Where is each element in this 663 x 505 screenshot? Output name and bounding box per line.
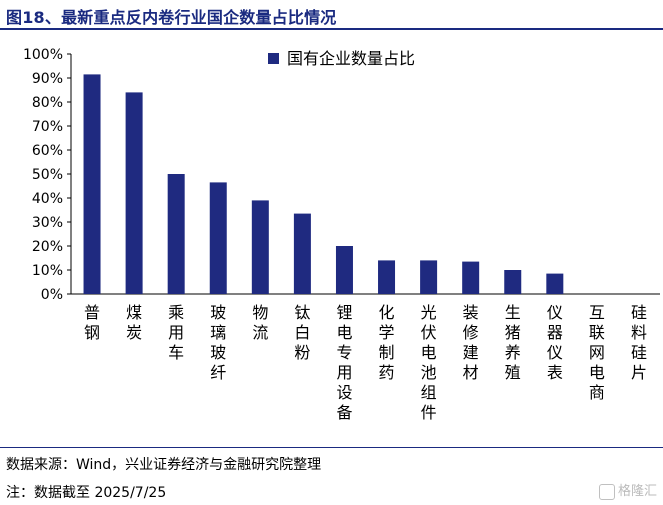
y-tick-label: 70% [32, 119, 63, 135]
x-category-label: 化学制药 [379, 303, 395, 382]
y-tick-label: 100% [23, 47, 63, 63]
y-tick-label: 10% [32, 263, 63, 279]
watermark: 格隆汇 [599, 480, 657, 500]
title-divider [0, 28, 663, 30]
legend-swatch [268, 53, 279, 64]
bar [168, 174, 185, 294]
y-tick-label: 20% [32, 239, 63, 255]
x-category-label: 钛白粉 [294, 303, 310, 362]
x-category-label: 生猪养殖 [505, 303, 521, 382]
legend-label: 国有企业数量占比 [287, 49, 415, 68]
watermark-logo-icon [599, 484, 615, 500]
bar [210, 182, 227, 294]
bar-chart: 0% 10% 20% 30% 40% 50% 60% 70% 80% 90% 100% 普钢煤炭 乘用车… [0, 32, 663, 444]
y-tick-label: 60% [32, 143, 63, 159]
bar [294, 214, 311, 294]
x-category-label: 玻璃玻纤 [210, 303, 226, 382]
y-tick-label: 90% [32, 71, 63, 87]
x-category-label: 乘用车 [168, 303, 184, 362]
bar [126, 92, 143, 294]
bar [420, 260, 437, 294]
bar [546, 274, 563, 294]
bar [252, 200, 269, 294]
date-note: 注：数据截至 2025/7/25 [6, 482, 166, 502]
x-category-label: 硅料硅片 [631, 303, 647, 382]
bar [336, 246, 353, 294]
x-category-label: 煤炭 [126, 303, 142, 342]
footer-divider [0, 447, 663, 448]
y-tick-label: 0% [41, 287, 63, 303]
figure-title: 图18、最新重点反内卷行业国企数量占比情况 [6, 4, 336, 28]
bar [504, 270, 521, 294]
x-category-label: 互联网电商 [589, 303, 605, 402]
source-note: 数据来源：Wind，兴业证券经济与金融研究院整理 [6, 454, 321, 474]
x-category-label: 装修建材 [463, 303, 479, 382]
bar [462, 262, 479, 294]
bar [84, 74, 101, 294]
y-tick-label: 50% [32, 167, 63, 183]
x-category-label: 锂电专用设备 [336, 303, 352, 422]
bar [378, 260, 395, 294]
y-tick-label: 40% [32, 191, 63, 207]
x-category-label: 普钢 [84, 303, 100, 342]
watermark-text: 格隆汇 [618, 484, 657, 499]
x-category-label: 仪器仪表 [547, 303, 563, 382]
x-category-label: 物流 [252, 303, 268, 342]
x-category-label: 光伏电池组件 [421, 303, 437, 422]
y-tick-label: 80% [32, 95, 63, 111]
y-tick-label: 30% [32, 215, 63, 231]
